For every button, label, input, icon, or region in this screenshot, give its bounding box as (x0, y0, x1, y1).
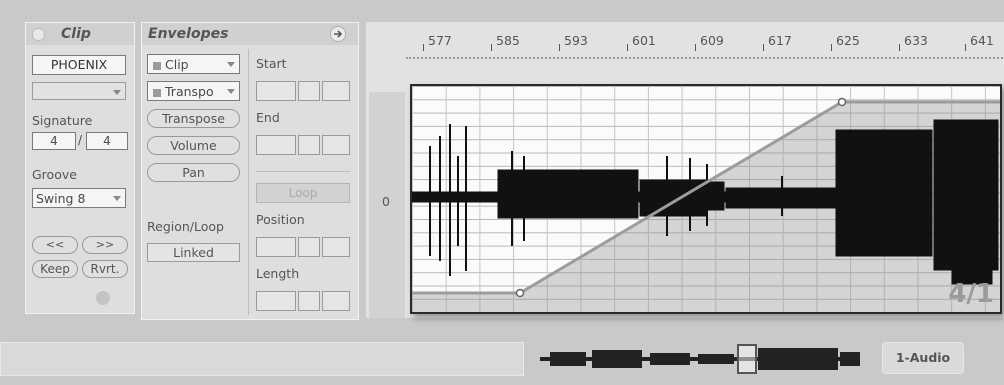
envelopes-panel: Envelopes Clip Transpo Transpose Volume … (141, 22, 359, 320)
ruler-tick (899, 44, 900, 51)
waveform-audio (412, 119, 999, 285)
signature-denominator-field[interactable]: 4 (86, 132, 128, 150)
length-bars-field[interactable] (256, 291, 296, 311)
revert-button[interactable]: Rvrt. (82, 260, 128, 278)
pan-button[interactable]: Pan (147, 163, 240, 182)
signature-label: Signature (32, 113, 93, 128)
length-sixteenths-field[interactable] (322, 291, 350, 311)
beat-time-ruler[interactable] (366, 22, 1004, 62)
clip-activator-icon[interactable] (32, 28, 45, 41)
bottom-bar: 1-Audio (0, 334, 1004, 385)
envelope-value-label: 4/1 (948, 279, 994, 309)
zero-label: 0 (382, 194, 390, 209)
clip-panel: Clip PHOENIX Signature 4 / 4 Groove Swin… (25, 22, 135, 314)
region-loop-label: Region/Loop (147, 219, 224, 234)
waveform-display[interactable]: 4/1 (410, 84, 1002, 314)
overview-segment (550, 352, 586, 366)
end-bars-field[interactable] (256, 135, 296, 155)
start-bars-field[interactable] (256, 81, 296, 101)
arrow-right-icon (334, 30, 343, 38)
groove-chooser[interactable]: Swing 8 (32, 188, 126, 208)
device-chooser-square-icon (153, 62, 161, 70)
chevron-down-icon (113, 196, 121, 201)
overview-view-box[interactable] (737, 344, 757, 374)
start-label: Start (256, 56, 287, 71)
position-bars-field[interactable] (256, 237, 296, 257)
chevron-down-icon (227, 62, 235, 67)
position-beats-field[interactable] (298, 237, 320, 257)
clip-name-field[interactable]: PHOENIX (32, 55, 126, 75)
ruler-tick (627, 44, 628, 51)
overview-segment (650, 353, 690, 365)
ruler-label-601: 601 (632, 33, 656, 48)
control-chooser-square-icon (153, 89, 161, 97)
ruler-tick (763, 44, 764, 51)
ruler-label-585: 585 (496, 33, 520, 48)
clip-panel-header: Clip (26, 23, 134, 45)
ruler-tick (559, 44, 560, 51)
groove-label: Groove (32, 167, 77, 182)
ruler-label-641: 641 (970, 33, 994, 48)
ruler-label-577: 577 (428, 33, 452, 48)
overview-segment (758, 348, 838, 370)
signature-numerator-field[interactable]: 4 (32, 132, 76, 150)
nudge-forward-button[interactable]: >> (82, 236, 128, 254)
status-bar (0, 342, 524, 376)
nudge-back-button[interactable]: << (32, 236, 78, 254)
ruler-tick (831, 44, 832, 51)
envelopes-column-divider (248, 49, 249, 315)
ruler-tick (423, 44, 424, 51)
end-sixteenths-field[interactable] (322, 135, 350, 155)
chevron-down-icon (113, 90, 121, 95)
position-sixteenths-field[interactable] (322, 237, 350, 257)
chevron-down-icon (227, 89, 235, 94)
envelope-line (412, 100, 1000, 295)
ruler-dots (406, 57, 1004, 61)
control-chooser[interactable]: Transpo (147, 81, 240, 101)
ruler-tick (491, 44, 492, 51)
length-beats-field[interactable] (298, 291, 320, 311)
start-beats-field[interactable] (298, 81, 320, 101)
arrangement-overview[interactable] (540, 344, 860, 374)
warp-toggle-icon[interactable] (96, 291, 110, 305)
overview-segment (592, 350, 642, 368)
end-beats-field[interactable] (298, 135, 320, 155)
ruler-label-633: 633 (904, 33, 928, 48)
ruler-tick (965, 44, 966, 51)
clip-color-chooser[interactable] (32, 82, 126, 100)
ruler-label-593: 593 (564, 33, 588, 48)
envelope-breakpoint[interactable] (515, 288, 525, 298)
transpose-button[interactable]: Transpose (147, 109, 240, 128)
linked-button[interactable]: Linked (147, 243, 240, 262)
envelopes-panel-header: Envelopes (142, 23, 358, 45)
end-label: End (256, 110, 280, 125)
loop-button[interactable]: Loop (256, 183, 350, 203)
ruler-tick (695, 44, 696, 51)
length-label: Length (256, 266, 300, 281)
track-name-badge[interactable]: 1-Audio (882, 342, 964, 374)
ruler-label-625: 625 (836, 33, 860, 48)
position-label: Position (256, 212, 305, 227)
keep-button[interactable]: Keep (32, 260, 78, 278)
clip-panel-title: Clip (61, 26, 91, 42)
loop-divider (256, 171, 350, 172)
volume-button[interactable]: Volume (147, 136, 240, 155)
device-chooser-value: Clip (165, 57, 189, 72)
groove-value: Swing 8 (36, 191, 86, 206)
signature-separator: / (78, 133, 83, 147)
ruler-label-617: 617 (768, 33, 792, 48)
device-chooser[interactable]: Clip (147, 54, 240, 74)
waveform-svg (412, 86, 1000, 312)
overview-segment (840, 352, 860, 366)
editor-left-strip (369, 92, 405, 318)
envelopes-expand-button[interactable] (330, 26, 346, 42)
envelopes-panel-title: Envelopes (148, 26, 229, 42)
overview-segment (698, 354, 734, 364)
ruler-label-609: 609 (700, 33, 724, 48)
control-chooser-value: Transpo (165, 84, 214, 99)
start-sixteenths-field[interactable] (322, 81, 350, 101)
envelope-breakpoint[interactable] (837, 97, 847, 107)
overview-waveform-svg (540, 344, 860, 374)
